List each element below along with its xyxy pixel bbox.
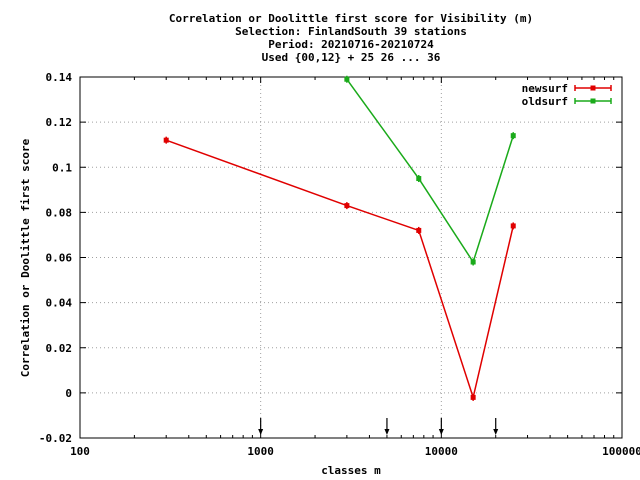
x-tick-label: 10000 bbox=[425, 445, 458, 458]
axes bbox=[79, 76, 623, 439]
series-point-newsurf bbox=[344, 203, 350, 209]
series-point-newsurf bbox=[470, 394, 476, 400]
y-tick-label: 0.1 bbox=[52, 161, 72, 174]
y-tick-label: 0.12 bbox=[46, 116, 73, 129]
series-point-newsurf bbox=[510, 223, 516, 229]
class-marker-arrowhead bbox=[258, 429, 264, 435]
series-line-newsurf bbox=[165, 139, 514, 401]
x-tick-label: 100000 bbox=[602, 445, 640, 458]
title-line-3: Period: 20210716-20210724 bbox=[268, 38, 434, 51]
class-markers bbox=[258, 418, 499, 435]
series-point-oldsurf bbox=[470, 259, 476, 265]
chart-title: Correlation or Doolittle first score for… bbox=[169, 12, 533, 64]
y-tick-label: 0.04 bbox=[46, 297, 73, 310]
x-axis-label: classes m bbox=[321, 464, 381, 477]
y-tick-label: 0.06 bbox=[46, 252, 73, 265]
grid bbox=[80, 77, 622, 438]
y-tick-label: 0.14 bbox=[46, 71, 73, 84]
legend-marker-newsurf bbox=[590, 85, 596, 91]
title-line-1: Correlation or Doolittle first score for… bbox=[169, 12, 533, 25]
x-tick-label: 1000 bbox=[247, 445, 274, 458]
legend-label-oldsurf: oldsurf bbox=[522, 95, 568, 108]
title-line-2: Selection: FinlandSouth 39 stations bbox=[235, 25, 467, 38]
y-axis-label: Correlation or Doolittle first score bbox=[19, 138, 32, 377]
series-point-oldsurf bbox=[344, 76, 350, 82]
x-tick-label: 100 bbox=[70, 445, 90, 458]
series-point-oldsurf bbox=[416, 176, 422, 182]
series-point-oldsurf bbox=[510, 133, 516, 139]
legend-marker-oldsurf bbox=[590, 98, 596, 104]
series-point-newsurf bbox=[416, 227, 422, 233]
class-marker-arrowhead bbox=[438, 429, 444, 435]
series-point-newsurf bbox=[163, 137, 169, 143]
y-tick-label: 0.08 bbox=[46, 206, 73, 219]
title-line-4: Used {00,12} + 25 26 ... 36 bbox=[262, 51, 441, 64]
tick-labels: 100 1000 10000 100000 -0.02 0 0.02 0.04 0.06 0.08… bbox=[39, 71, 640, 458]
legend-label-newsurf: newsurf bbox=[522, 82, 568, 95]
y-tick-label: 0.02 bbox=[46, 342, 73, 355]
class-marker-arrowhead bbox=[384, 429, 390, 435]
y-tick-label: 0 bbox=[65, 387, 72, 400]
series bbox=[163, 75, 516, 401]
y-tick-label: -0.02 bbox=[39, 432, 72, 445]
series-line-oldsurf bbox=[346, 78, 514, 264]
class-marker-arrowhead bbox=[493, 429, 499, 435]
